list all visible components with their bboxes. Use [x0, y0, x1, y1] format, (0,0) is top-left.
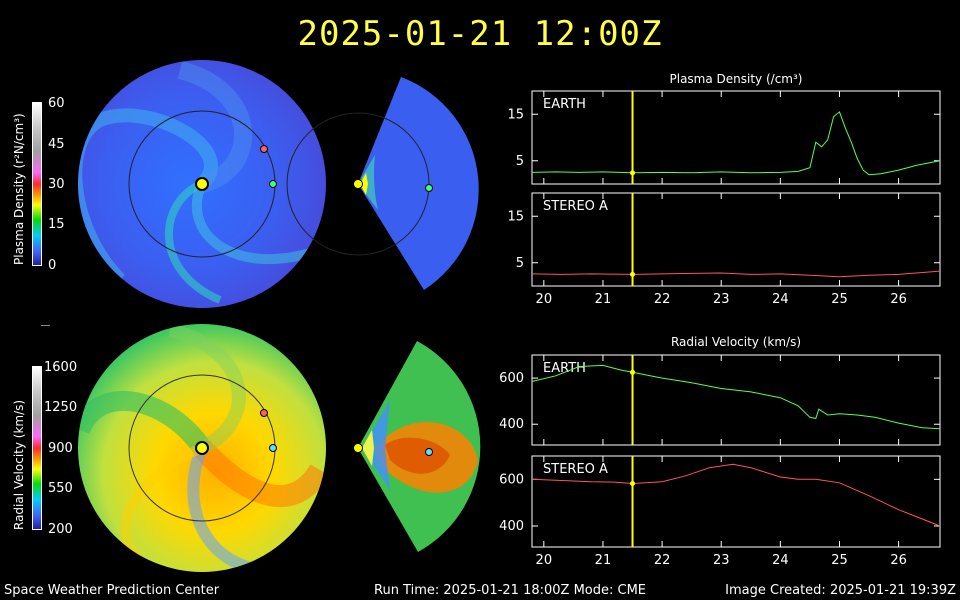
- x-tick-label: 26: [890, 292, 907, 307]
- x-tick-label: 24: [772, 292, 789, 307]
- x-tick-label: 22: [654, 553, 671, 568]
- panel-label: EARTH: [543, 97, 586, 112]
- y-tick-label: 600: [499, 371, 524, 386]
- footer-run-info: Run Time: 2025-01-21 18:00Z Mode: CME: [374, 583, 647, 598]
- x-tick-label: 20: [536, 292, 553, 307]
- series-line-stereo-a: [531, 463, 941, 527]
- colorbar-tick: 200: [48, 522, 73, 537]
- density-panel-title: Plasma Density (/cm³): [669, 72, 803, 86]
- colorbar-tick: 900: [48, 441, 73, 456]
- plot-frame: [531, 455, 941, 548]
- colorbar-tick: 60: [48, 96, 65, 111]
- panel-label: STEREO A: [543, 462, 608, 477]
- panel-label: STEREO A: [543, 199, 608, 214]
- y-tick-label: 15: [507, 107, 524, 122]
- density-colorbar: [32, 102, 42, 266]
- y-tick-label: 15: [507, 209, 524, 224]
- x-tick-label: 26: [890, 553, 907, 568]
- separator-dash: [41, 325, 50, 326]
- colorbar-tick: 45: [48, 137, 65, 152]
- footer-created: Image Created: 2025-01-21 19:39Z: [725, 583, 956, 598]
- x-tick-label: 25: [831, 292, 848, 307]
- panel-label: EARTH: [543, 361, 586, 376]
- x-tick-label: 25: [831, 553, 848, 568]
- x-tick-label: 23: [713, 292, 730, 307]
- series-line-earth: [531, 364, 941, 430]
- colorbar-tick: 15: [48, 217, 65, 232]
- footer-org: Space Weather Prediction Center: [4, 583, 220, 598]
- timestamp-title: 2025-01-21 12:00Z: [297, 14, 663, 54]
- colorbar-tick: 1250: [44, 400, 78, 415]
- x-tick-label: 21: [595, 292, 612, 307]
- x-tick-label: 20: [536, 553, 553, 568]
- y-tick-label: 400: [499, 519, 524, 534]
- x-tick-label: 21: [595, 553, 612, 568]
- plot-frame: [531, 90, 941, 185]
- series-line-stereo-a: [531, 270, 941, 278]
- x-tick-label: 23: [713, 553, 730, 568]
- series-line-earth: [531, 111, 941, 176]
- colorbar-tick: 550: [48, 481, 73, 496]
- y-tick-label: 400: [499, 417, 524, 432]
- plot-frame: [531, 192, 941, 287]
- x-tick-label: 22: [654, 292, 671, 307]
- y-tick-label: 5: [516, 256, 524, 271]
- y-tick-label: 5: [516, 154, 524, 169]
- velocity-panel-title: Radial Velocity (km/s): [670, 335, 802, 349]
- plot-frame: [531, 354, 941, 446]
- colorbar-tick: 0: [48, 258, 57, 273]
- colorbar-tick: 1600: [44, 360, 78, 375]
- colorbar-tick: 30: [48, 177, 65, 192]
- x-tick-label: 24: [772, 553, 789, 568]
- y-tick-label: 600: [499, 472, 524, 487]
- velocity-colorbar: [32, 366, 42, 530]
